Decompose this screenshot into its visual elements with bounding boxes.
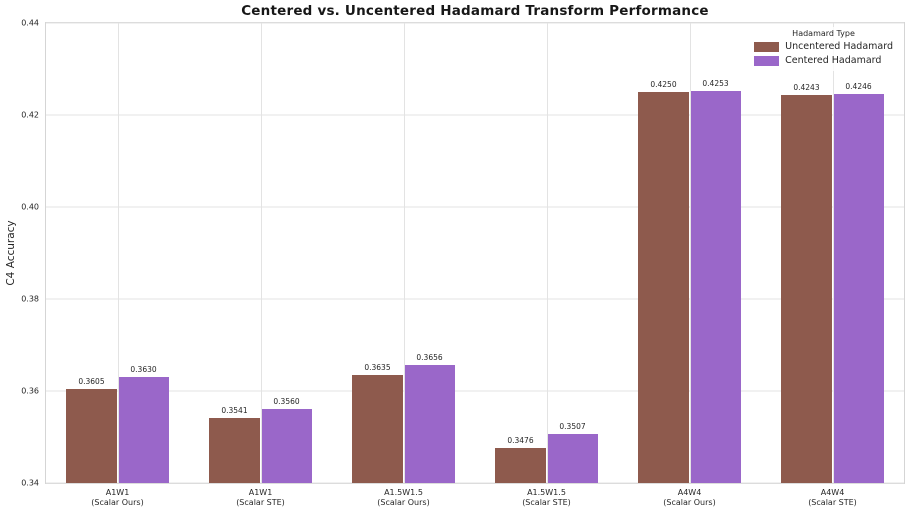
x-tick-label: A1.5W1.5 (Scalar Ours)	[322, 488, 485, 509]
gridline-vertical	[403, 23, 405, 483]
y-tick-label: 0.38	[21, 294, 39, 304]
x-tick-line-model: A1.5W1.5	[384, 488, 423, 497]
x-tick-line-method: (Scalar Ours)	[91, 498, 144, 508]
x-tick-label: A1.5W1.5 (Scalar STE)	[465, 488, 628, 509]
bar-value-label: 0.3605	[78, 376, 105, 386]
x-tick-line-model: A1.5W1.5	[527, 488, 566, 497]
legend: Hadamard Type Uncentered Hadamard Centere…	[750, 27, 897, 71]
x-tick-line-model: A4W4	[677, 488, 702, 497]
bar-pair: 0.3635 0.3656	[332, 23, 475, 483]
y-axis-label: C4 Accuracy	[5, 220, 17, 286]
legend-label: Uncentered Hadamard	[785, 41, 893, 52]
gridline-horizontal	[46, 298, 904, 300]
y-tick-label: 0.44	[21, 18, 39, 28]
bar-group: 0.3476 0.3507 A1.5W1.5 (Scalar STE)	[475, 23, 618, 507]
bar-value-label: 0.4250	[650, 80, 677, 89]
bar-value-label: 0.3656	[416, 353, 443, 363]
bar: 0.3630	[118, 365, 169, 483]
bar-group: 0.3541 0.3560 A1W1 (Scalar STE)	[189, 23, 332, 507]
bar: 0.3635	[352, 363, 403, 483]
legend-item: Uncentered Hadamard	[754, 41, 893, 52]
gridline-vertical	[689, 23, 691, 483]
x-tick-label: A4W4 (Scalar STE)	[751, 488, 913, 509]
gridline-horizontal	[46, 22, 904, 24]
x-tick-label: A4W4 (Scalar Ours)	[608, 488, 771, 509]
x-tick-line-method: (Scalar Ours)	[377, 498, 430, 508]
gridline-vertical	[546, 23, 548, 483]
gridline-horizontal	[46, 390, 904, 392]
bar: 0.3656	[404, 353, 455, 483]
bar: 0.4253	[690, 79, 741, 483]
bar: 0.4246	[833, 82, 884, 483]
bar-pair: 0.3476 0.3507	[475, 23, 618, 483]
bar-pair: 0.4250 0.4253	[618, 23, 761, 483]
bar: 0.4250	[638, 80, 689, 483]
bar-value-label: 0.3635	[364, 362, 391, 372]
gridline-vertical	[117, 23, 119, 483]
x-tick-line-model: A1W1	[248, 488, 273, 497]
gridline-horizontal	[46, 482, 904, 484]
bar-value-label: 0.4246	[845, 81, 872, 91]
y-tick-label: 0.34	[21, 478, 39, 488]
y-tick-label: 0.36	[21, 386, 39, 396]
x-tick-line-method: (Scalar Ours)	[663, 498, 716, 508]
bar: 0.4243	[781, 83, 832, 483]
x-tick-label: A1W1 (Scalar Ours)	[36, 488, 199, 509]
y-tick-label: 0.40	[21, 202, 39, 212]
x-tick-line-model: A1W1	[105, 488, 130, 497]
bar-value-label: 0.3560	[273, 397, 300, 407]
bar-group: 0.4250 0.4253 A4W4 (Scalar Ours)	[618, 23, 761, 507]
gridline-horizontal	[46, 206, 904, 208]
legend-item: Centered Hadamard	[754, 55, 893, 66]
bar: 0.3560	[261, 397, 312, 483]
x-tick-line-method: (Scalar STE)	[236, 498, 285, 508]
x-tick-label: A1W1 (Scalar STE)	[179, 488, 342, 509]
bar-pair: 0.3541 0.3560	[189, 23, 332, 483]
gridline-vertical	[260, 23, 262, 483]
legend-swatch-icon	[754, 55, 780, 66]
bar-value-label: 0.4253	[702, 78, 729, 88]
bar-pair: 0.3605 0.3630	[46, 23, 189, 483]
x-tick-line-method: (Scalar STE)	[522, 498, 571, 508]
bar-value-label: 0.4243	[793, 83, 820, 93]
gridline-vertical	[832, 23, 834, 483]
plot-area: 0.34 0.36 0.38 0.40 0.42 0.44 0.3605 0.3630 A1W1…	[21, 19, 905, 507]
bar-group: 0.3635 0.3656 A1.5W1.5 (Scalar Ours)	[332, 23, 475, 507]
bar-groups: 0.3605 0.3630 A1W1 (Scalar Ours) 0.3541 0.356…	[46, 23, 904, 507]
bar: 0.3507	[547, 422, 598, 483]
x-tick-line-model: A4W4	[820, 488, 845, 497]
chart-title: Centered vs. Uncentered Hadamard Transfo…	[241, 3, 709, 19]
x-tick-line-method: (Scalar STE)	[808, 498, 857, 508]
bar-value-label: 0.3630	[130, 365, 157, 375]
legend-items: Uncentered Hadamard Centered Hadamard	[754, 41, 893, 66]
gridline-horizontal	[46, 114, 904, 116]
legend-title: Hadamard Type	[792, 29, 855, 38]
y-tick-label: 0.42	[21, 110, 39, 120]
bar-group: 0.4243 0.4246 A4W4 (Scalar STE)	[761, 23, 904, 507]
bar-pair: 0.4243 0.4246	[761, 23, 904, 483]
legend-swatch-icon	[754, 41, 780, 52]
legend-label: Centered Hadamard	[785, 55, 882, 66]
bar: 0.3605	[66, 377, 117, 483]
bar-value-label: 0.3541	[221, 406, 248, 416]
bar: 0.3476	[495, 436, 546, 483]
bar-group: 0.3605 0.3630 A1W1 (Scalar Ours)	[46, 23, 189, 507]
bar-value-label: 0.3507	[559, 421, 586, 431]
bar: 0.3541	[209, 406, 260, 483]
bar-value-label: 0.3476	[507, 436, 534, 446]
